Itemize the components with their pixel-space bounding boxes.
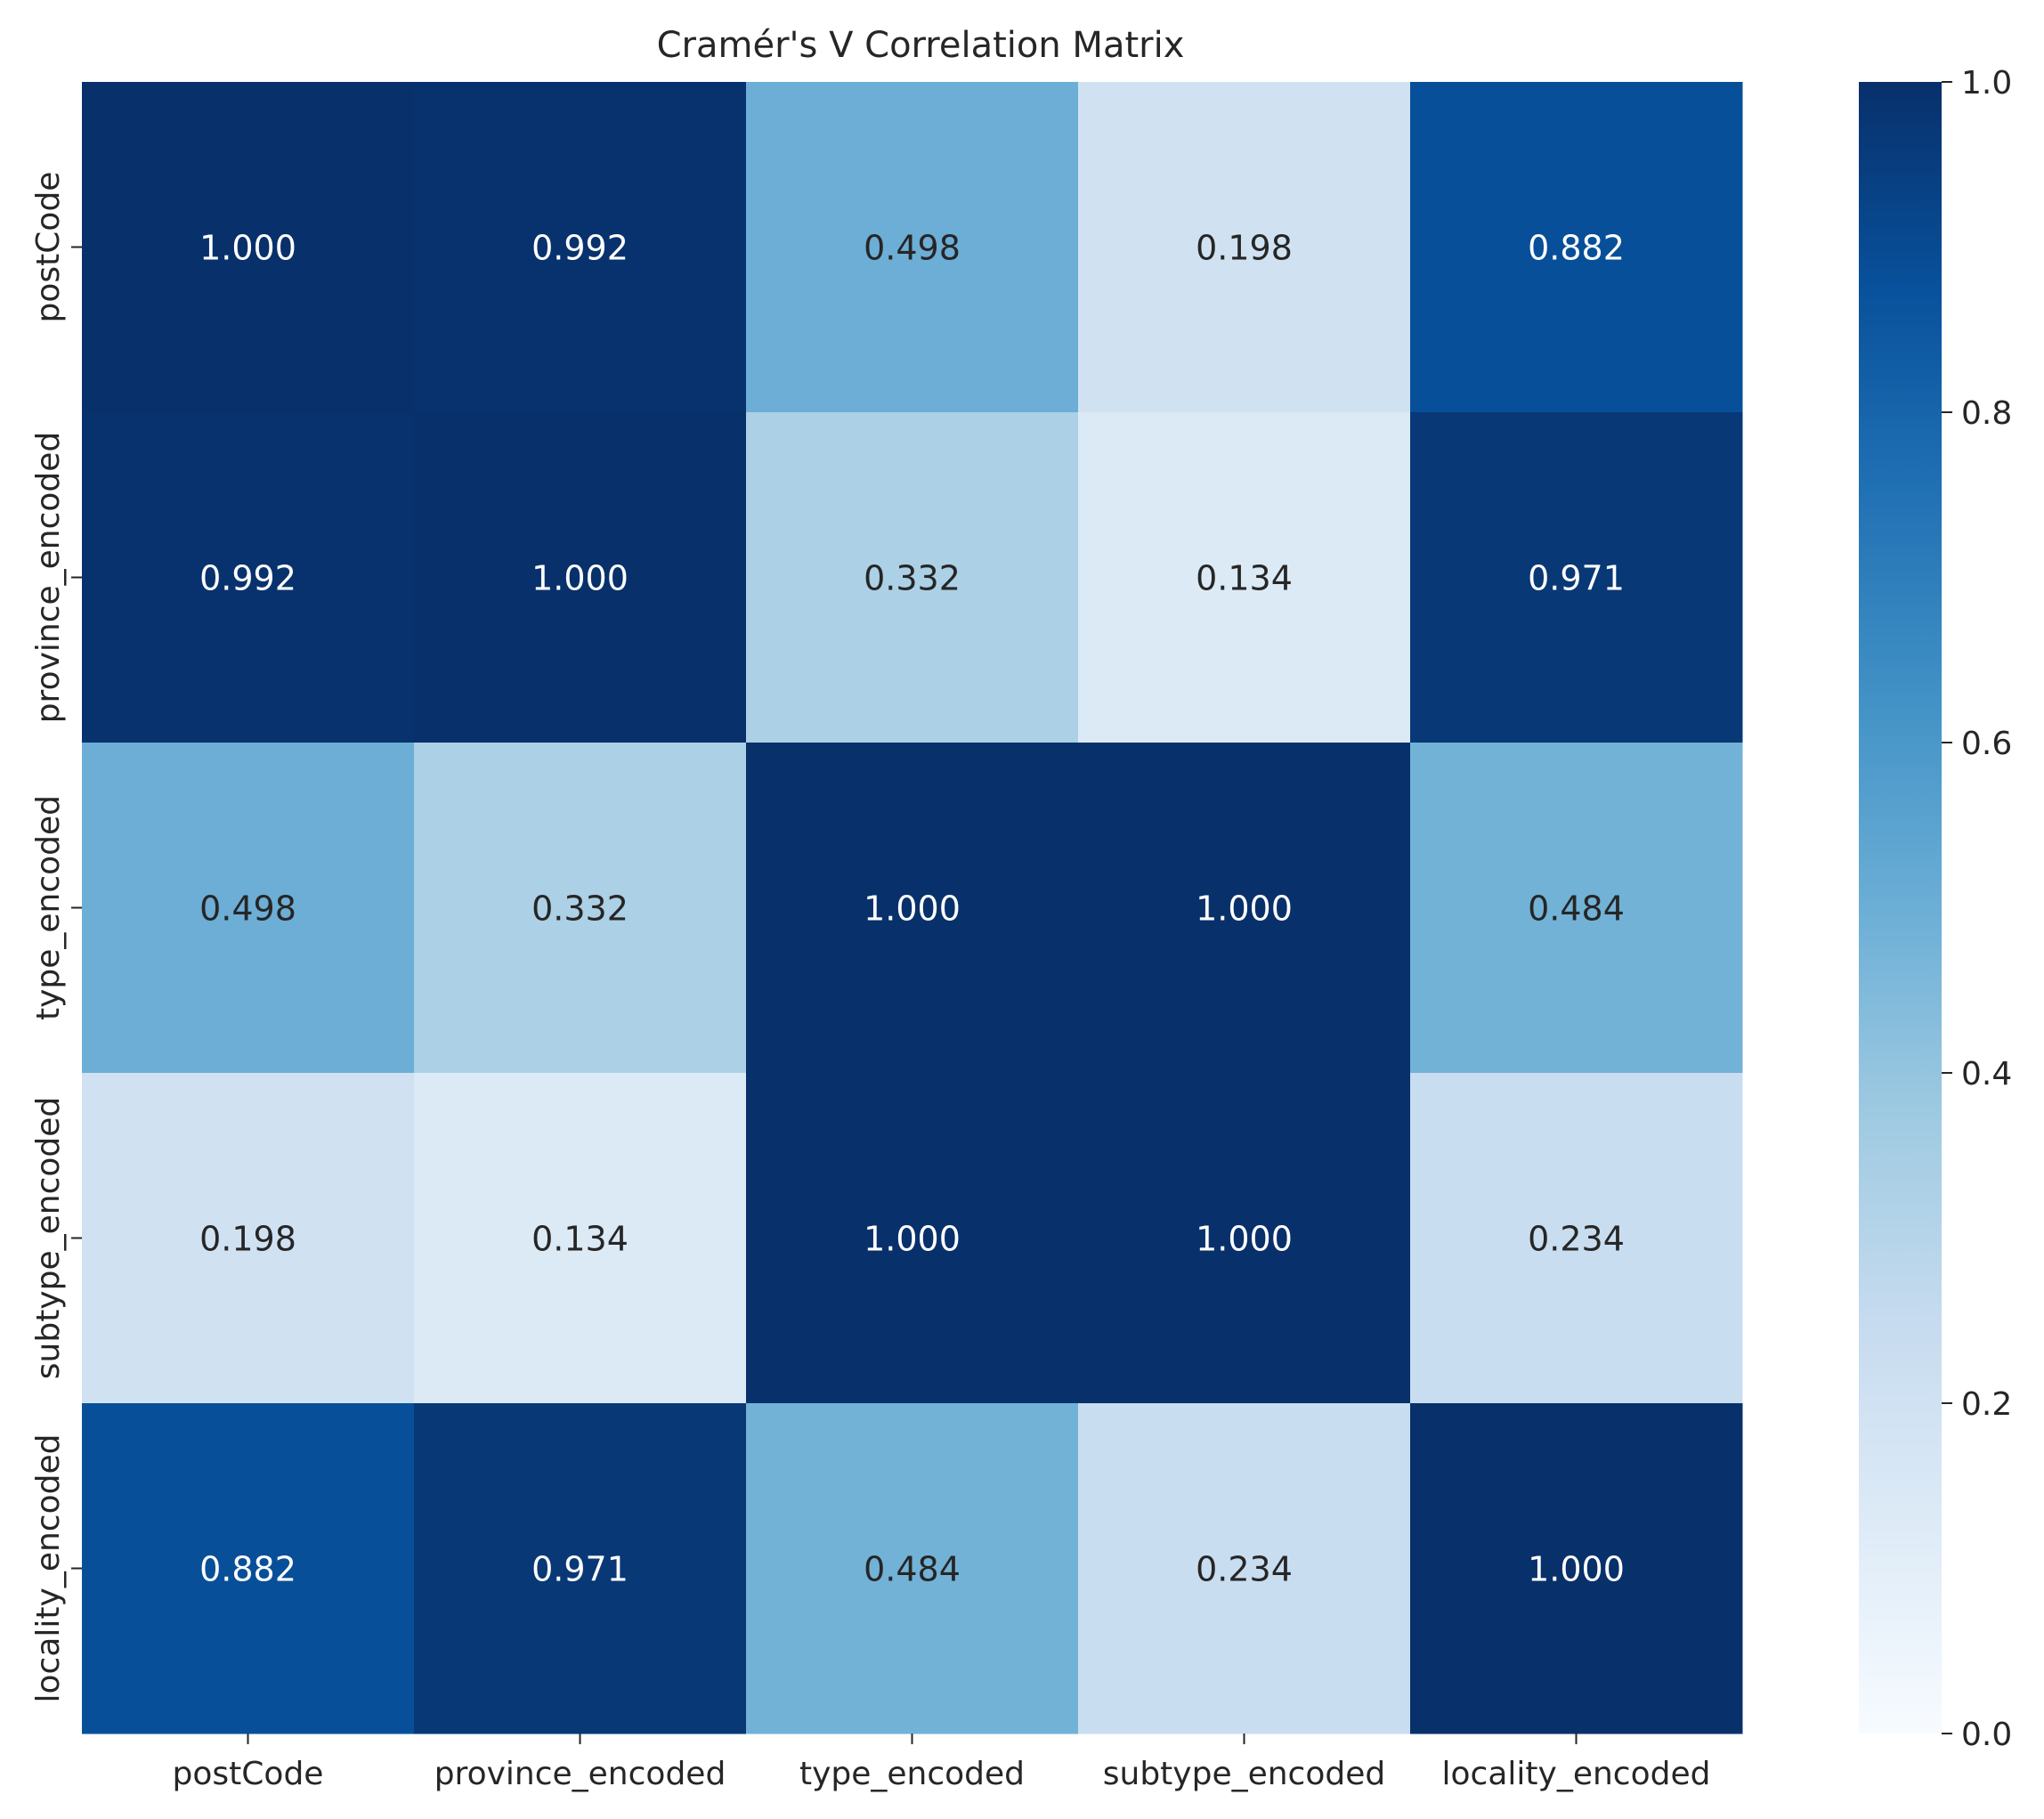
heatmap-cell xyxy=(1410,412,1743,743)
cell-value-label: 0.332 xyxy=(864,559,961,598)
heatmap-cell xyxy=(414,743,747,1074)
y-axis: postCode province_encoded type_encodedsubt… xyxy=(30,172,82,1703)
heatmap-cell xyxy=(82,1073,415,1404)
heatmap-cell xyxy=(1078,743,1411,1074)
colorbar-tick-label: 0.4 xyxy=(1961,1056,2012,1092)
colorbar-tick-label: 0.2 xyxy=(1961,1386,2012,1423)
heatmap-cell xyxy=(1410,743,1743,1074)
x-tick-label: subtype_encoded xyxy=(1103,1756,1385,1792)
cell-value-label: 0.882 xyxy=(199,1550,296,1589)
y-tick-label: locality_encoded xyxy=(30,1434,67,1703)
cell-value-label: 0.198 xyxy=(199,1220,296,1259)
heatmap-cell xyxy=(746,1073,1079,1404)
heatmap-cell xyxy=(1410,1403,1743,1734)
cell-value-label: 0.234 xyxy=(1528,1220,1625,1259)
x-tick-label: type_encoded xyxy=(799,1756,1025,1792)
heatmap-cell xyxy=(82,743,415,1074)
cell-value-label: 0.992 xyxy=(531,229,629,268)
chart-title: Cramér's V Correlation Matrix xyxy=(657,25,1185,66)
heatmap-cell xyxy=(82,412,415,743)
cell-value-label: 1.000 xyxy=(199,229,296,268)
cell-value-label: 0.134 xyxy=(531,1220,629,1259)
cell-value-label: 1.000 xyxy=(864,1220,961,1259)
heatmap-cell xyxy=(746,82,1079,413)
heatmap-cell xyxy=(1078,1073,1411,1404)
cell-value-label: 0.332 xyxy=(531,889,629,929)
colorbar-tick-label: 0.8 xyxy=(1961,395,2012,432)
cell-value-label: 1.000 xyxy=(864,889,961,929)
x-tick-label: postCode xyxy=(173,1756,324,1792)
heatmap-cell xyxy=(82,82,415,413)
cell-value-label: 0.198 xyxy=(1196,229,1293,268)
heatmap-cell xyxy=(746,743,1079,1074)
cell-value-label: 0.484 xyxy=(864,1550,961,1589)
heatmap-cell xyxy=(82,1403,415,1734)
heatmap-cell-labels: 1.000 0.992 0.498 0.198 0.882 0.992 1.000 0.332… xyxy=(199,229,1625,1589)
cell-value-label: 0.971 xyxy=(531,1550,629,1589)
cell-value-label: 1.000 xyxy=(531,559,629,598)
cell-value-label: 0.498 xyxy=(199,889,296,929)
y-tick-label: type_encoded xyxy=(30,795,67,1020)
heatmap-cell xyxy=(1410,1073,1743,1404)
heatmap-cell xyxy=(414,1403,747,1734)
heatmap-cell xyxy=(414,82,747,413)
colorbar-gradient xyxy=(1859,82,1942,1734)
cell-value-label: 1.000 xyxy=(1528,1550,1625,1589)
heatmap-cell xyxy=(414,412,747,743)
cell-value-label: 1.000 xyxy=(1196,1220,1293,1259)
heatmap-cell xyxy=(1078,1403,1411,1734)
y-tick-label: postCode xyxy=(30,172,67,323)
heatmap-cell xyxy=(414,1073,747,1404)
x-tick-label: province_encoded xyxy=(434,1756,726,1792)
x-tick-label: locality_encoded xyxy=(1442,1756,1711,1792)
colorbar-tick-label: 1.0 xyxy=(1961,65,2012,102)
heatmap-cell xyxy=(746,412,1079,743)
colorbar: 0.0 0.2 0.4 0.6 0.8 1.0 xyxy=(1859,65,2012,1753)
y-tick-label: subtype_encoded xyxy=(30,1097,67,1379)
colorbar-tick-label: 0.0 xyxy=(1961,1717,2012,1753)
cell-value-label: 0.882 xyxy=(1528,229,1625,268)
cell-value-label: 0.971 xyxy=(1528,559,1625,598)
cell-value-label: 0.234 xyxy=(1196,1550,1293,1589)
cell-value-label: 1.000 xyxy=(1196,889,1293,929)
colorbar-tick-label: 0.6 xyxy=(1961,726,2012,762)
cell-value-label: 0.484 xyxy=(1528,889,1625,929)
cell-value-label: 0.134 xyxy=(1196,559,1293,598)
heatmap-cell xyxy=(1078,82,1411,413)
cell-value-label: 0.498 xyxy=(864,229,961,268)
x-axis: postCode province_encoded type_encoded subt… xyxy=(173,1734,1711,1792)
heatmap-cell xyxy=(1078,412,1411,743)
heatmap-cells xyxy=(82,82,1743,1734)
heatmap-cell xyxy=(746,1403,1079,1734)
y-tick-label: province_encoded xyxy=(30,432,67,724)
heatmap-cell xyxy=(1410,82,1743,413)
cell-value-label: 0.992 xyxy=(199,559,296,598)
